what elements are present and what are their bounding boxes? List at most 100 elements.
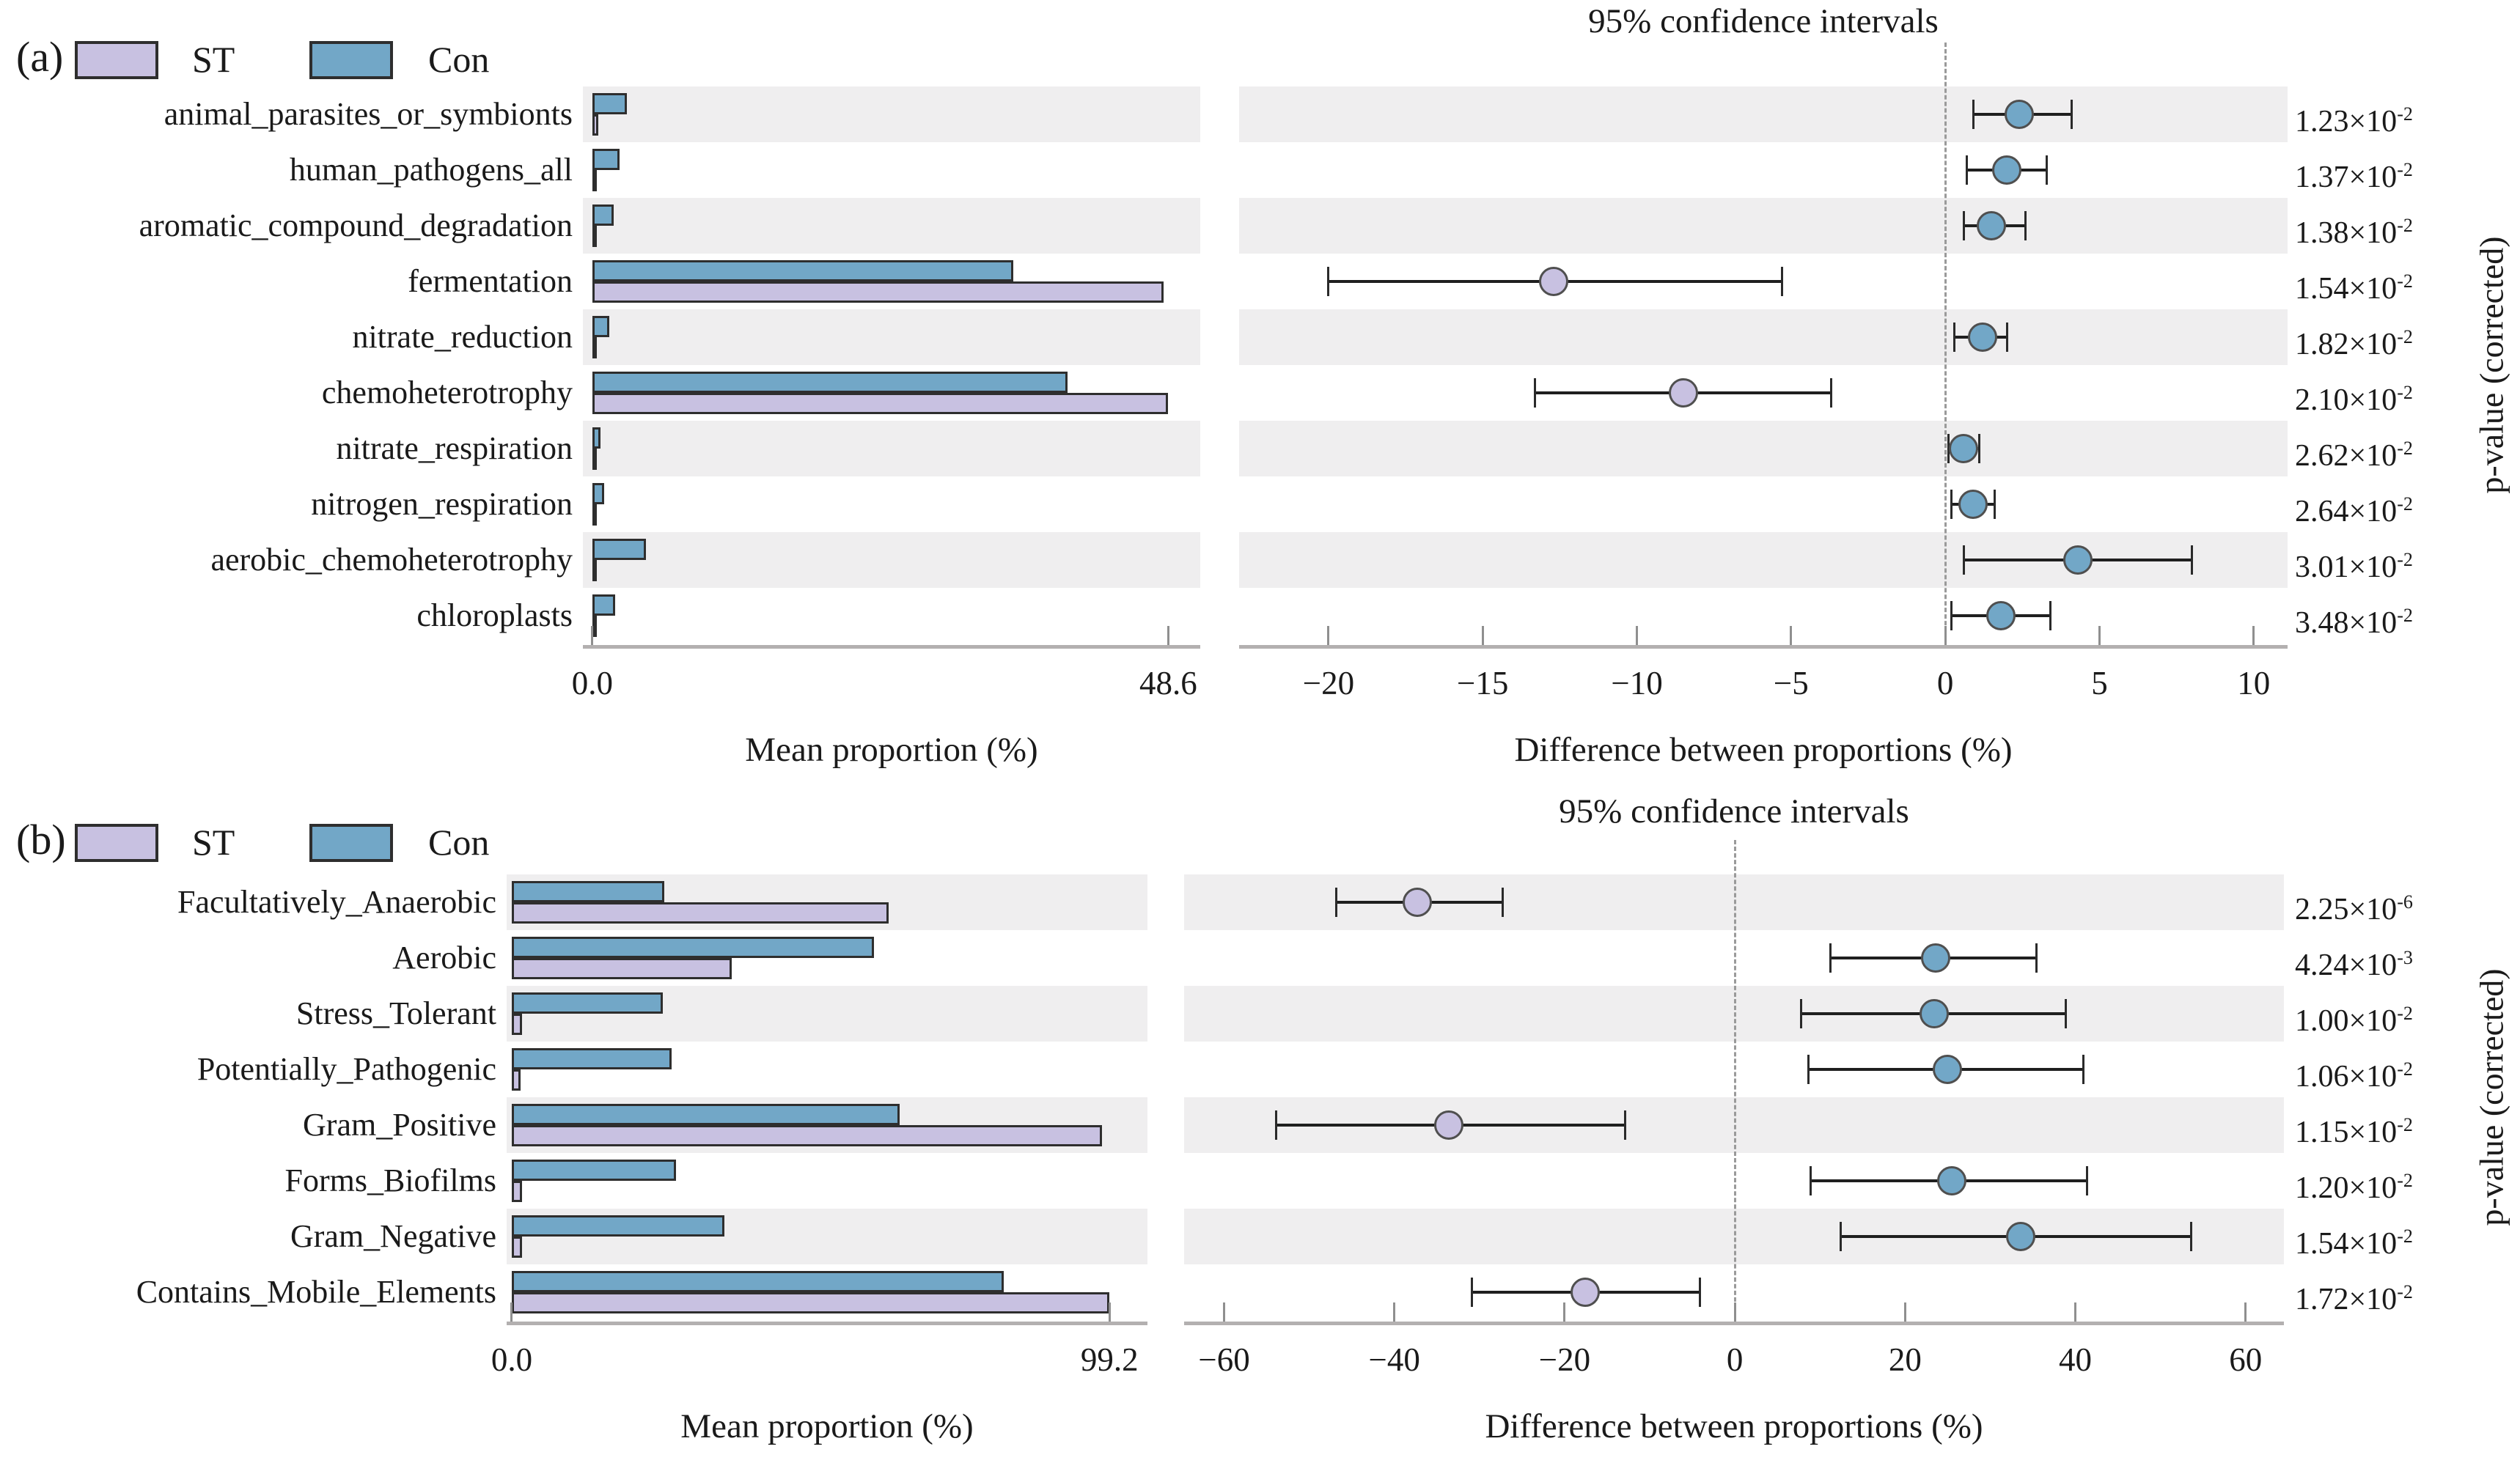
p-value-base: 1.00×10 <box>2295 1004 2398 1038</box>
category-label: human_pathogens_all <box>289 152 573 188</box>
category-label: Forms_Biofilms <box>284 1162 497 1198</box>
mean-axis-tick-label: 48.6 <box>1139 665 1197 701</box>
ci-cap-upper <box>1780 267 1783 296</box>
row-band <box>583 86 1200 142</box>
mean-bar-con <box>592 372 1068 393</box>
diff-axis-tick <box>2244 1302 2247 1322</box>
p-value: 1.82×10-2 <box>2295 317 2413 365</box>
mean-bar-con <box>511 937 874 958</box>
ci-cap-upper <box>2049 601 2051 630</box>
ci-cap-upper <box>1977 434 1980 463</box>
mean-bar-con <box>511 992 664 1014</box>
ci-cap-lower <box>1470 1278 1473 1307</box>
p-value-axis-title: p-value (corrected) <box>2472 968 2510 1226</box>
mean-bar-st <box>511 902 889 924</box>
mean-bar-st <box>592 449 597 470</box>
p-value-base: 1.54×10 <box>2295 272 2398 306</box>
ci-cap-lower <box>1809 1166 1812 1195</box>
ci-cap-upper <box>2005 323 2008 352</box>
category-label: chloroplasts <box>416 597 573 633</box>
mean-axis-title: Mean proportion (%) <box>680 1407 974 1445</box>
ci-cap-lower <box>1947 434 1950 463</box>
ci-mean-dot <box>1919 999 1949 1028</box>
ci-cap-upper <box>1993 490 1996 519</box>
ci-cap-lower <box>1327 267 1330 296</box>
mean-bar-st <box>511 958 732 979</box>
mean-bar-st <box>511 1014 522 1035</box>
p-value-base: 1.20×10 <box>2295 1171 2398 1205</box>
mean-bar-con <box>592 204 614 226</box>
diff-axis-tick-label: −10 <box>1611 665 1663 701</box>
mean-axis-tick-label: 99.2 <box>1080 1341 1139 1378</box>
mean-bar-st <box>592 393 1169 414</box>
diff-axis-tick <box>1790 626 1793 645</box>
p-value-exponent: -2 <box>2397 382 2413 403</box>
diff-axis-tick-label: 60 <box>2229 1341 2263 1378</box>
p-value: 1.15×10-2 <box>2295 1105 2413 1153</box>
diff-axis-tick <box>1223 1302 1226 1322</box>
p-value-exponent: -2 <box>2397 1226 2413 1247</box>
diff-axis-tick-label: −20 <box>1302 665 1355 701</box>
mean-bar-st <box>592 226 597 247</box>
ci-cap-upper <box>2035 943 2038 973</box>
mean-axis-tick <box>1108 1302 1111 1322</box>
mean-bar-con <box>511 1215 725 1237</box>
p-value-exponent: -2 <box>2397 493 2413 515</box>
ci-cap-lower <box>1534 378 1537 408</box>
ci-cap-lower <box>1274 1110 1277 1140</box>
mean-bar-st <box>592 504 597 526</box>
diff-axis-tick <box>2252 626 2255 645</box>
diff-axis-title: Difference between proportions (%) <box>1485 1407 1983 1445</box>
p-value-exponent: -2 <box>2397 1114 2413 1135</box>
ci-cap-upper <box>1501 888 1504 917</box>
category-label: nitrogen_respiration <box>311 486 573 522</box>
row-band <box>1239 198 2288 254</box>
diff-axis-tick-label: −40 <box>1368 1341 1420 1378</box>
mean-bar-con <box>511 1271 1004 1292</box>
mean-bar-con <box>511 881 664 902</box>
mean-bar-con <box>592 594 615 616</box>
ci-cap-upper <box>1623 1110 1626 1140</box>
category-label: nitrate_respiration <box>336 430 573 466</box>
ci-cap-lower <box>1950 490 1953 519</box>
ci-mean-dot <box>1434 1110 1464 1140</box>
p-value-exponent: -2 <box>2397 1281 2413 1302</box>
category-label: Facultatively_Anaerobic <box>177 884 496 920</box>
diff-axis-line <box>1184 1322 2284 1325</box>
mean-axis-title: Mean proportion (%) <box>745 731 1038 769</box>
p-value: 1.72×10-2 <box>2295 1272 2413 1320</box>
diff-axis-tick <box>1327 626 1330 645</box>
mean-bar-con <box>511 1048 672 1069</box>
row-band <box>1239 86 2288 142</box>
diff-axis-tick-label: −60 <box>1198 1341 1250 1378</box>
ci-cap-lower <box>1950 601 1953 630</box>
ci-cap-lower <box>1953 323 1956 352</box>
ci-mean-dot <box>1921 943 1951 973</box>
ci-cap-lower <box>1962 545 1965 575</box>
ci-mean-dot <box>1403 888 1433 917</box>
ci-cap-lower <box>1962 211 1965 240</box>
p-value: 2.62×10-2 <box>2295 428 2413 476</box>
ci-mean-dot <box>1539 267 1568 296</box>
category-label: Stress_Tolerant <box>295 995 496 1031</box>
diff-axis-tick-label: 20 <box>1888 1341 1922 1378</box>
diff-axis-tick <box>1636 626 1639 645</box>
mean-bar-st <box>592 616 597 637</box>
ci-cap-upper <box>2024 211 2027 240</box>
p-value-base: 2.25×10 <box>2295 893 2398 926</box>
p-value: 1.37×10-2 <box>2295 150 2413 198</box>
ci-mean-dot <box>1985 601 2016 630</box>
category-label: fermentation <box>408 263 573 299</box>
p-value-base: 2.62×10 <box>2295 439 2398 473</box>
legend-label-st: ST <box>192 39 235 80</box>
ci-cap-upper <box>1830 378 1833 408</box>
ci-cap-lower <box>1800 999 1803 1028</box>
p-value-exponent: -2 <box>2397 1003 2413 1024</box>
p-value: 3.48×10-2 <box>2295 595 2413 644</box>
mean-axis-tick <box>1167 626 1169 645</box>
legend-swatch-st <box>75 41 158 79</box>
ci-mean-dot <box>1937 1166 1967 1195</box>
ci-cap-upper <box>2046 155 2049 185</box>
ci-mean-dot <box>2006 1222 2036 1251</box>
row-band <box>583 421 1200 476</box>
